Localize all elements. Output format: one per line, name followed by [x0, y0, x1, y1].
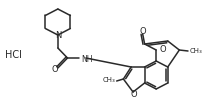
- Text: HCl: HCl: [5, 50, 22, 60]
- Text: N: N: [55, 31, 61, 39]
- Text: O: O: [139, 26, 146, 36]
- Text: CH₃: CH₃: [103, 77, 116, 83]
- Text: O: O: [159, 45, 166, 54]
- Text: CH₃: CH₃: [190, 48, 203, 54]
- Text: NH: NH: [81, 54, 92, 64]
- Text: O: O: [131, 89, 137, 99]
- Text: O: O: [52, 66, 58, 74]
